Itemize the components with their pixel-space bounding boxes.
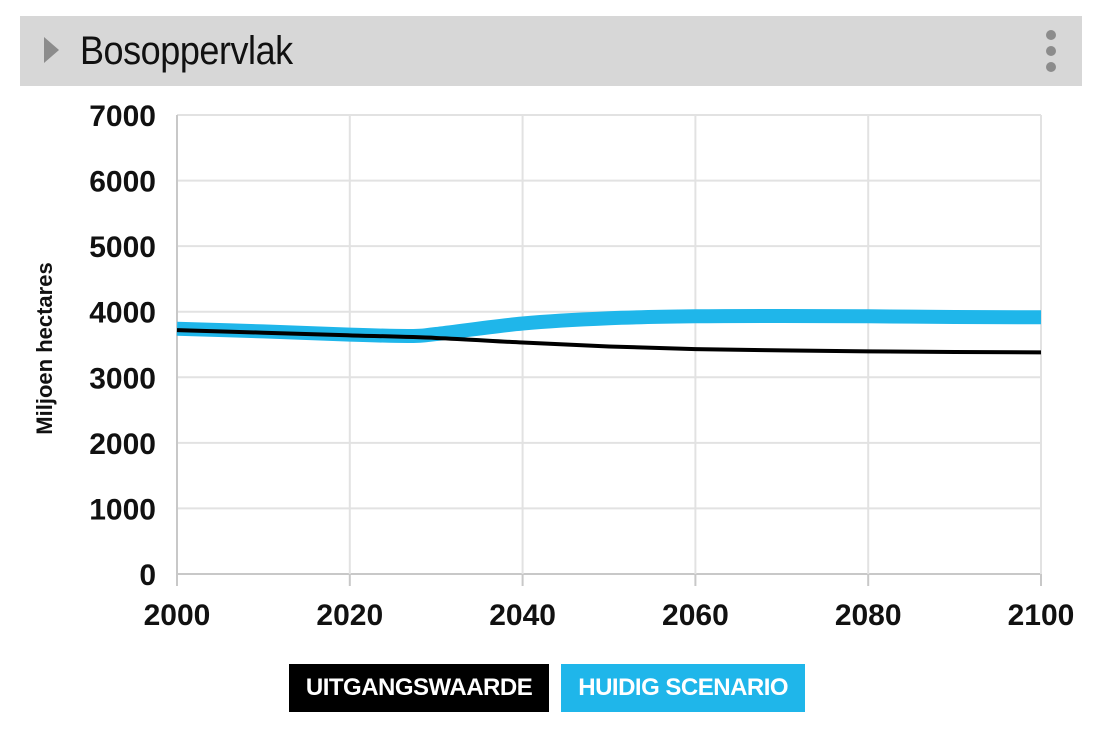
caret-right-icon[interactable]	[44, 37, 59, 63]
legend-item-uitgangswaarde[interactable]: UITGANGSWAARDE	[288, 664, 550, 712]
panel-title: Bosoppervlak	[80, 29, 293, 73]
y-tick-label: 0	[139, 559, 156, 592]
y-tick-label: 5000	[89, 231, 156, 264]
y-tick-label: 4000	[89, 297, 156, 330]
y-axis-title: Miljoen hectares	[32, 262, 57, 434]
x-tick-label: 2060	[662, 599, 729, 632]
x-tick-label: 2080	[835, 599, 902, 632]
y-tick-label: 7000	[89, 100, 156, 133]
line-chart: 0 1000 2000 3000 4000 5000 6000 7000 2000 2020 204…	[32, 100, 1075, 632]
x-tick-label: 2100	[1008, 599, 1075, 632]
y-tick-label: 6000	[89, 166, 156, 199]
y-tick-label: 2000	[89, 428, 156, 461]
x-tick-label: 2020	[316, 599, 383, 632]
chart-legend: UITGANGSWAARDE HUIDIG SCENARIO	[0, 664, 1094, 712]
y-tick-label: 3000	[89, 362, 156, 395]
menu-dot	[1046, 62, 1056, 72]
panel-header	[20, 16, 1082, 86]
menu-dot	[1046, 30, 1056, 40]
vertical-dots-icon[interactable]	[1036, 28, 1066, 74]
menu-dot	[1046, 46, 1056, 56]
x-tick-label: 2000	[144, 599, 211, 632]
legend-item-huidig-scenario[interactable]: HUIDIG SCENARIO	[561, 664, 806, 712]
x-tick-label: 2040	[489, 599, 556, 632]
series-line-uitgangswaarde	[176, 328, 1042, 355]
y-tick-label: 1000	[89, 493, 156, 526]
